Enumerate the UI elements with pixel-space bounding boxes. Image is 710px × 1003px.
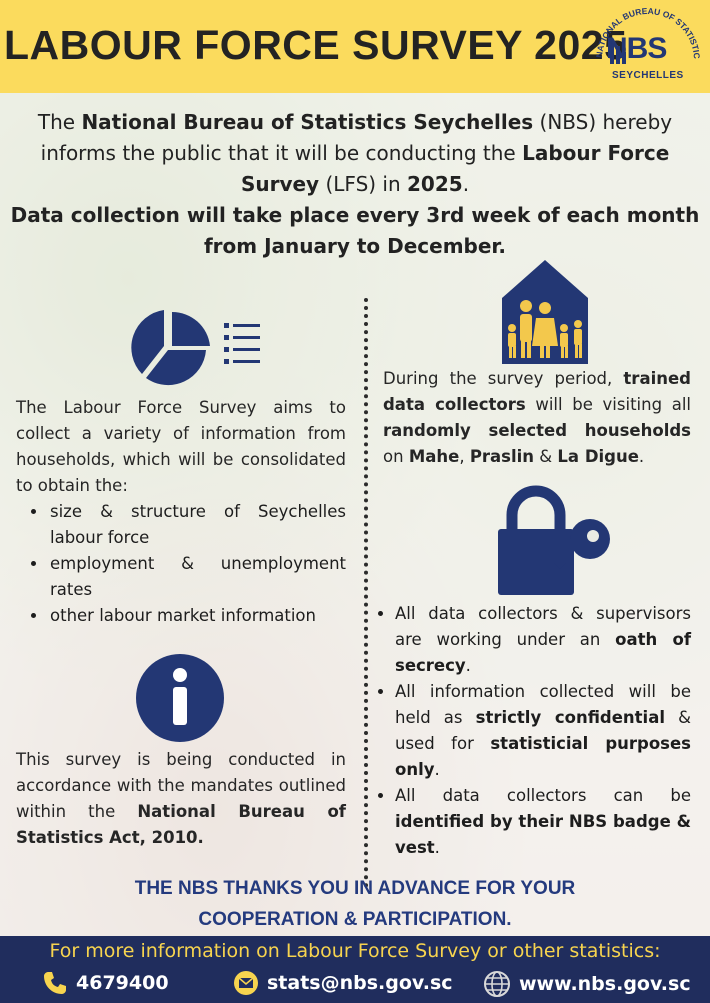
background-photo <box>0 93 710 936</box>
phone-icon <box>44 972 66 994</box>
family-house-icon <box>502 260 588 364</box>
collection-schedule: Data collection will take place every 3r… <box>10 203 700 258</box>
column-divider <box>364 298 368 888</box>
pie-chart-icon <box>131 310 210 386</box>
list-item: All data collectors can be identified by… <box>395 783 691 861</box>
mandate-text: This survey is being conducted in accord… <box>16 750 346 847</box>
right-column: During the survey period, trained data c… <box>383 366 691 470</box>
website-url: www.nbs.gov.sc <box>519 973 691 995</box>
logo-subtitle: SEYCHELLES <box>612 70 684 81</box>
intro-announcement: The National Bureau of Statistics Seyche… <box>37 110 673 196</box>
lock-key-icon <box>498 485 610 595</box>
main-content: The National Bureau of Statistics Seyche… <box>0 93 710 936</box>
email-icon <box>234 971 258 995</box>
list-item: other labour market information <box>48 603 346 629</box>
logo-bars-icon <box>610 40 626 64</box>
contact-bar: For more information on Labour Force Sur… <box>0 936 710 1003</box>
email-contact[interactable]: stats@nbs.gov.sc <box>233 970 453 996</box>
confidentiality-list: All data collectors & supervisors are wo… <box>383 601 691 861</box>
page-title: LABOUR FORCE SURVEY 2025 <box>4 22 628 68</box>
website-contact[interactable]: www.nbs.gov.sc <box>483 970 691 998</box>
phone-number: 4679400 <box>76 972 169 994</box>
list-item: employment & unemployment rates <box>48 551 346 603</box>
survey-aims-list: size & structure of Seychelles labour fo… <box>16 499 346 629</box>
logo-mark: NBS <box>606 32 667 65</box>
thanks-line-2: COOPERATION & PARTICIPATION. <box>198 909 512 930</box>
globe-icon <box>484 971 510 997</box>
list-icon <box>224 323 260 364</box>
survey-aims-text: The Labour Force Survey aims to collect … <box>16 398 346 495</box>
survey-period-text: During the survey period, trained data c… <box>383 369 691 466</box>
thanks-line-1: THE NBS THANKS YOU IN ADVANCE FOR YOUR <box>134 878 576 899</box>
phone-contact[interactable]: 4679400 <box>42 970 169 996</box>
list-item: All data collectors & supervisors are wo… <box>395 601 691 679</box>
intro-text: The National Bureau of Statistics Seyche… <box>0 107 710 262</box>
thanks-message: THE NBS THANKS YOU IN ADVANCE FOR YOUR C… <box>0 873 710 935</box>
more-info-text: For more information on Labour Force Sur… <box>49 940 661 962</box>
left-column: The Labour Force Survey aims to collect … <box>16 395 346 629</box>
confidentiality-block: All data collectors & supervisors are wo… <box>383 601 691 861</box>
header-banner: LABOUR FORCE SURVEY 2025 NATIONAL BUREAU… <box>0 0 710 93</box>
email-address: stats@nbs.gov.sc <box>267 972 453 994</box>
list-item: All information collected will be held a… <box>395 679 691 783</box>
list-item: size & structure of Seychelles labour fo… <box>48 499 346 551</box>
mandate-block: This survey is being conducted in accord… <box>16 747 346 851</box>
info-icon <box>136 654 224 742</box>
nbs-logo: NATIONAL BUREAU OF STATISTICS <box>590 2 702 64</box>
